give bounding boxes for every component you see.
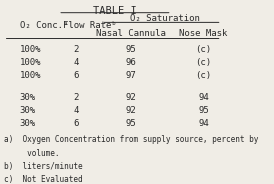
Text: 100%: 100%	[19, 45, 41, 54]
Text: 2: 2	[74, 45, 79, 54]
Text: 4: 4	[74, 106, 79, 115]
Text: 6: 6	[74, 71, 79, 80]
Text: 4: 4	[74, 58, 79, 67]
Text: (c): (c)	[195, 58, 212, 67]
Text: 6: 6	[74, 119, 79, 128]
Text: 95: 95	[198, 106, 209, 115]
Text: TABLE I: TABLE I	[93, 6, 137, 16]
Text: 95: 95	[125, 45, 136, 54]
Text: volume.: volume.	[4, 149, 59, 158]
Text: c)  Not Evaluated: c) Not Evaluated	[4, 175, 82, 184]
Text: 30%: 30%	[19, 106, 36, 115]
Text: 2: 2	[74, 93, 79, 102]
Text: Nose Mask: Nose Mask	[179, 29, 228, 38]
Text: 95: 95	[125, 119, 136, 128]
Text: 100%: 100%	[19, 71, 41, 80]
Text: (c): (c)	[195, 45, 212, 54]
Text: (c): (c)	[195, 71, 212, 80]
Text: 30%: 30%	[19, 119, 36, 128]
Text: 94: 94	[198, 119, 209, 128]
Text: 94: 94	[198, 93, 209, 102]
Text: Nasal Cannula: Nasal Cannula	[96, 29, 166, 38]
Text: 30%: 30%	[19, 93, 36, 102]
Text: Flow Rateᵇ: Flow Rateᵇ	[63, 21, 116, 30]
Text: O₂ Conc.ᵃ: O₂ Conc.ᵃ	[19, 21, 68, 30]
Text: a)  Oxygen Concentration from supply source, percent by: a) Oxygen Concentration from supply sour…	[4, 135, 258, 144]
Text: 96: 96	[125, 58, 136, 67]
Text: 92: 92	[125, 106, 136, 115]
Text: 97: 97	[125, 71, 136, 80]
Text: 100%: 100%	[19, 58, 41, 67]
Text: O₂ Saturation: O₂ Saturation	[130, 14, 200, 23]
Text: 92: 92	[125, 93, 136, 102]
Text: b)  liters/minute: b) liters/minute	[4, 162, 82, 171]
